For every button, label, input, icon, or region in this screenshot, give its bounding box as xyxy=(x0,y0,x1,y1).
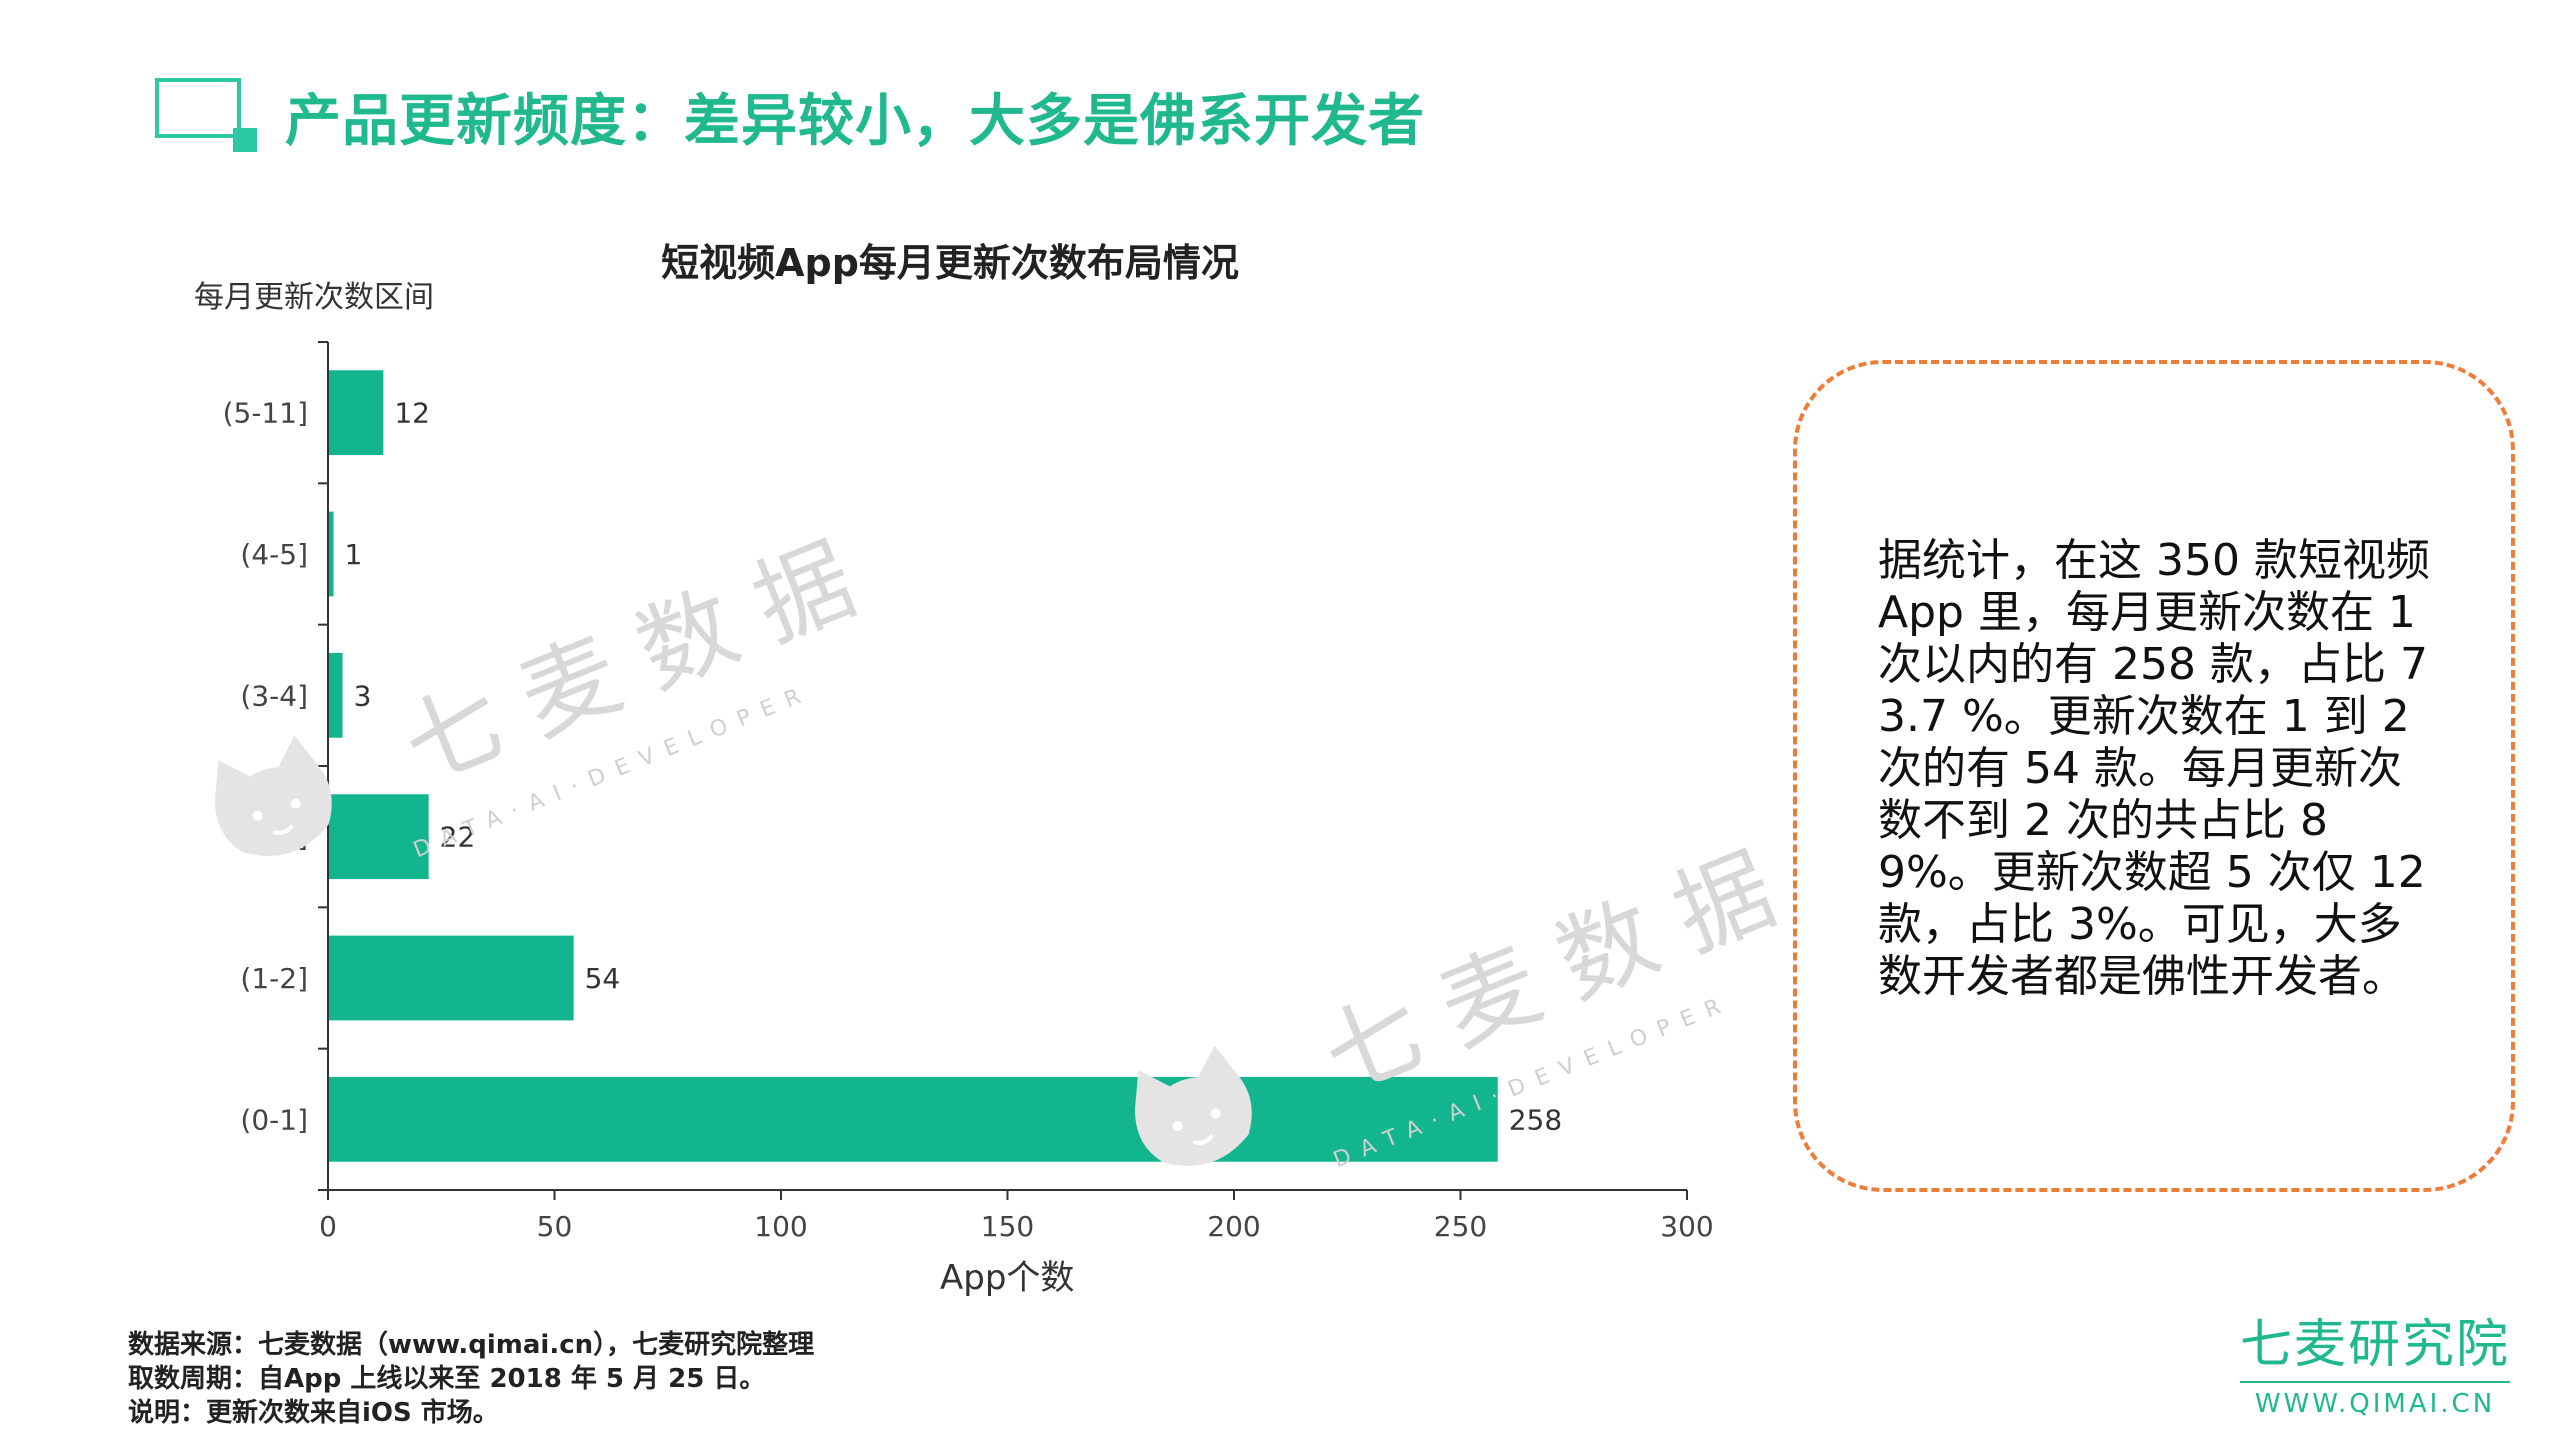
y-tick-label: (1-2] xyxy=(240,962,308,995)
page-title: 产品更新频度：差异较小，大多是佛系开发者 xyxy=(285,89,1425,154)
cat-logo-icon xyxy=(214,735,332,856)
x-axis-title: App个数 xyxy=(940,1258,1075,1298)
bar xyxy=(329,511,334,597)
bar-value-label: 12 xyxy=(394,397,430,430)
title-icon xyxy=(155,78,259,152)
bar-value-label: 54 xyxy=(585,962,621,995)
x-tick-label: 300 xyxy=(1660,1210,1713,1243)
x-tick-label: 150 xyxy=(981,1210,1034,1243)
brand-name: 七麦研究院 xyxy=(2240,1315,2511,1375)
y-tick-label: (0-1] xyxy=(240,1103,308,1136)
bar xyxy=(329,370,384,456)
title-icon-frame xyxy=(155,78,241,138)
x-tick-label: 100 xyxy=(754,1210,807,1243)
y-tick-label: (4-5] xyxy=(240,538,308,571)
y-tick-label: (3-4] xyxy=(240,679,308,712)
bar-value-label: 258 xyxy=(1509,1103,1562,1136)
chart-title: 短视频App每月更新次数布局情况 xyxy=(661,241,1239,285)
callout-box xyxy=(1793,360,2515,1192)
footer-notes: 数据来源：七麦数据（www.qimai.cn），七麦研究院整理 取数周期：自Ap… xyxy=(128,1328,814,1430)
footer-period: 取数周期：自App 上线以来至 2018 年 5 月 25 日。 xyxy=(128,1364,766,1394)
bar xyxy=(329,935,574,1021)
bar-chart: 050100150200250300(5-11]12(4-5]1(3-4]3(2… xyxy=(223,341,1714,1243)
footer-source: 数据来源：七麦数据（www.qimai.cn），七麦研究院整理 xyxy=(128,1330,815,1360)
brand-logo: 七麦研究院 WWW.QIMAI.CN xyxy=(2240,1302,2510,1419)
x-tick-label: 50 xyxy=(537,1210,573,1243)
bar xyxy=(329,652,343,738)
brand-divider xyxy=(2240,1381,2510,1383)
x-tick-label: 200 xyxy=(1207,1210,1260,1243)
bar-value-label: 1 xyxy=(345,538,363,571)
x-tick-label: 0 xyxy=(319,1210,337,1243)
y-tick-label: (5-11] xyxy=(223,397,308,430)
bar xyxy=(329,1076,1498,1162)
cat-logo-icon xyxy=(1134,1045,1252,1166)
callout-text: 据统计，在这 350 款短视频 App 里，每月更新次数在 1 次以内的有 25… xyxy=(1878,535,2430,1002)
x-tick-label: 250 xyxy=(1434,1210,1487,1243)
bar-value-label: 3 xyxy=(354,679,372,712)
bar-value-label: 22 xyxy=(440,821,476,854)
y-axis-title: 每月更新次数区间 xyxy=(194,280,434,315)
bar xyxy=(329,794,429,880)
title-icon-square xyxy=(233,128,257,152)
footer-note: 说明：更新次数来自iOS 市场。 xyxy=(128,1398,499,1428)
brand-url: WWW.QIMAI.CN xyxy=(2254,1389,2496,1419)
